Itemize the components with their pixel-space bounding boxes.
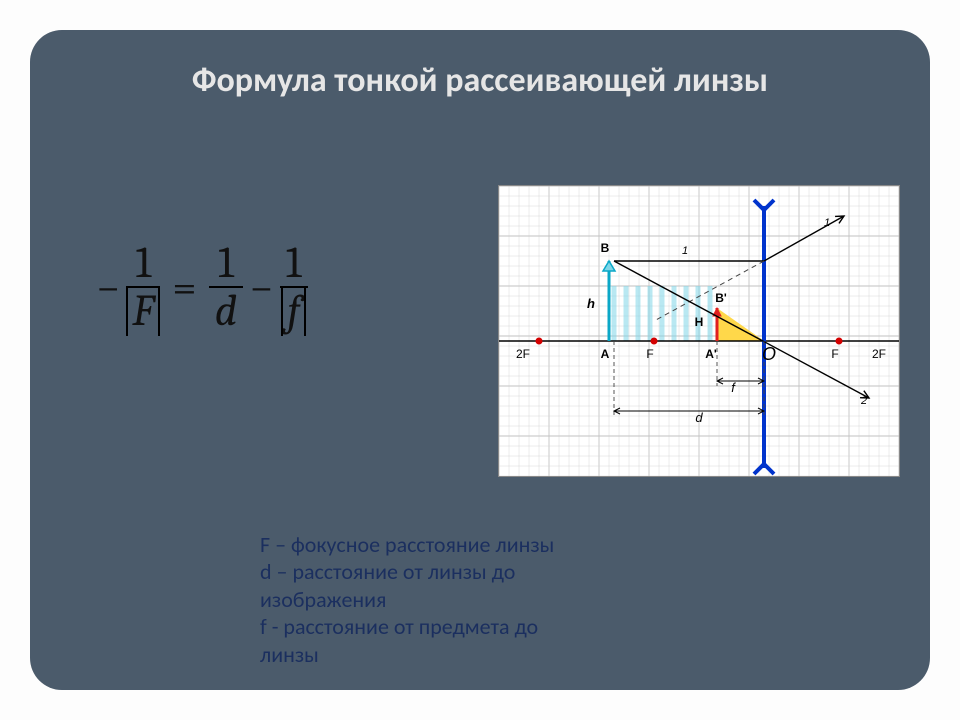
svg-text:A: A (601, 347, 610, 361)
legend-block: F – фокусное расстояние линзы d – рассто… (260, 531, 554, 669)
legend-line: линзы (260, 641, 554, 669)
svg-text:O: O (762, 344, 776, 364)
legend-line: d – расстояние от линзы до (260, 558, 554, 586)
fraction-1-over-d: 1 d (209, 240, 244, 334)
svg-text:f: f (731, 380, 736, 395)
minus-sign: − (249, 262, 273, 313)
numerator: 1 (212, 240, 240, 286)
legend-line: изображения (260, 586, 554, 614)
denominator-abs-f: f (281, 288, 306, 334)
svg-text:F: F (646, 347, 653, 361)
denom-d: d (215, 285, 238, 336)
legend-line: F – фокусное расстояние линзы (260, 531, 554, 559)
svg-text:2F: 2F (872, 347, 886, 361)
svg-text:h: h (587, 296, 595, 311)
svg-text:2F: 2F (516, 347, 530, 361)
svg-text:1: 1 (682, 245, 688, 257)
lens-diagram: 2F F O F 2F A B A' B' h H 1 1 2 f d (498, 185, 900, 477)
slide-title: Формула тонкой рассеивающей линзы (30, 60, 930, 101)
svg-text:1: 1 (824, 217, 830, 229)
denominator-d: d (209, 288, 244, 334)
slide: Формула тонкой рассеивающей линзы − 1 F … (30, 30, 930, 690)
fraction-1-over-F: 1 F (126, 240, 160, 334)
svg-text:2: 2 (860, 395, 867, 407)
minus-sign: − (96, 262, 120, 313)
svg-text:d: d (695, 410, 703, 425)
legend-line: f - расстояние от предмета до (260, 613, 554, 641)
svg-text:F: F (831, 347, 838, 361)
outer-frame: Формула тонкой рассеивающей линзы − 1 F … (0, 0, 960, 720)
denominator-abs-F: F (126, 288, 160, 334)
numerator: 1 (129, 240, 157, 286)
fraction-1-over-f: 1 f (280, 240, 308, 334)
svg-text:B: B (601, 241, 610, 255)
svg-text:B': B' (715, 291, 727, 305)
denom-F: F (132, 285, 154, 336)
svg-text:H: H (695, 315, 704, 329)
equals-sign: = (172, 262, 196, 313)
numerator: 1 (280, 240, 308, 286)
lens-formula: − 1 F = 1 d − 1 f (90, 240, 308, 334)
denom-f: f (287, 285, 300, 336)
svg-text:A': A' (705, 347, 717, 361)
